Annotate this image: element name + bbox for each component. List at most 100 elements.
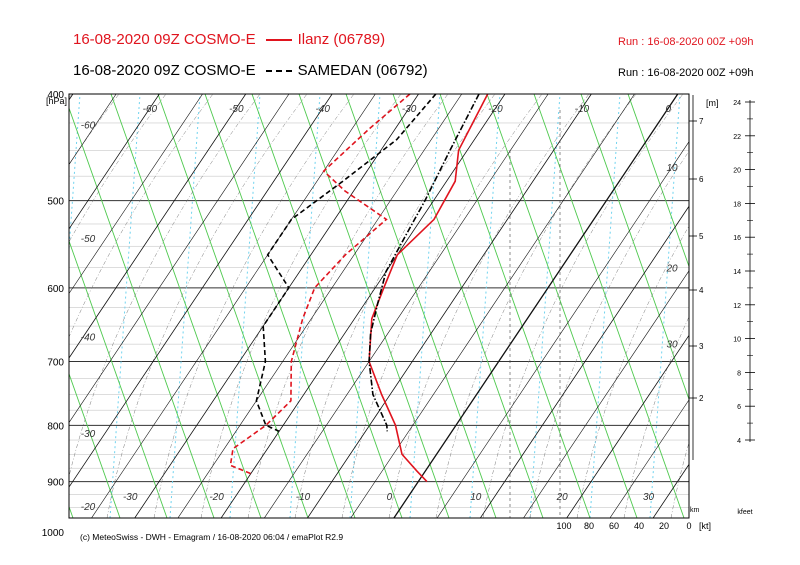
dry-adiabat-line bbox=[627, 94, 689, 268]
ilanz-run: Run : 16-08-2020 00Z +09h bbox=[618, 36, 754, 48]
kfeet-tick-label: 12 bbox=[733, 303, 741, 310]
pressure-tick-label: 700 bbox=[47, 358, 64, 369]
pressure-unit-label: [hPa] bbox=[46, 96, 67, 106]
kfeet-tick-label: 18 bbox=[733, 201, 741, 208]
isotherm-line bbox=[220, 94, 506, 518]
pressure-tick-label: 800 bbox=[47, 421, 64, 432]
isotherm-line bbox=[134, 94, 419, 518]
temperature-label: -40 bbox=[315, 104, 330, 115]
kfeet-tick-label: 8 bbox=[737, 370, 741, 377]
km-label: km bbox=[690, 507, 700, 514]
pressure-tick-label: 900 bbox=[47, 478, 64, 489]
dry-adiabat-line bbox=[298, 94, 450, 518]
isotherm-line bbox=[0, 94, 30, 541]
dry-adiabat-line bbox=[69, 239, 168, 518]
kfeet-tick-label: 14 bbox=[733, 269, 741, 276]
theta-label: -60 bbox=[81, 121, 96, 132]
inner-label: 20 bbox=[665, 264, 678, 275]
isotherm-line bbox=[609, 399, 689, 518]
isotherm-line bbox=[681, 94, 800, 541]
isotherm-line bbox=[724, 94, 800, 541]
dry-adiabat-line bbox=[251, 94, 403, 518]
isotherm-line bbox=[69, 94, 117, 165]
temperature-label: -30 bbox=[123, 492, 138, 503]
isotherm-line bbox=[69, 94, 74, 101]
temperature-label: -10 bbox=[575, 104, 590, 115]
kt-tick-label: 60 bbox=[609, 521, 619, 531]
kt-tick-label: 100 bbox=[556, 521, 571, 531]
isotherm-line bbox=[69, 94, 247, 359]
mixing-ratio-line bbox=[109, 94, 141, 518]
km-tick-label: 7 bbox=[699, 117, 704, 126]
isotherm-line bbox=[177, 94, 462, 518]
kt-tick-label: 0 bbox=[686, 521, 691, 531]
isotherm-line bbox=[69, 94, 203, 295]
inner-label: 30 bbox=[666, 340, 678, 351]
isotherm-line bbox=[307, 94, 592, 518]
isotherm-line bbox=[69, 94, 160, 230]
kfeet-tick-label: 24 bbox=[733, 100, 741, 107]
dry-adiabat-line bbox=[69, 372, 121, 518]
temperature-label: -60 bbox=[143, 104, 158, 115]
dry-adiabat-line bbox=[204, 94, 356, 518]
moist-adiabat-line bbox=[765, 94, 800, 518]
theta-label: -40 bbox=[81, 333, 96, 344]
temperature-label: 30 bbox=[643, 492, 655, 503]
dry-adiabat-line bbox=[157, 94, 309, 518]
mixing-ratio-line bbox=[289, 94, 321, 518]
dry-adiabat-line bbox=[69, 505, 74, 518]
dry-adiabat-line bbox=[439, 94, 591, 518]
temperature-label: -30 bbox=[402, 104, 417, 115]
samedan-station-label: SAMEDAN (06792) bbox=[297, 62, 428, 79]
isotherm-line bbox=[479, 205, 689, 518]
km-tick-label: 2 bbox=[699, 394, 704, 403]
mixing-ratio-line bbox=[529, 94, 561, 518]
dry-adiabat-line bbox=[580, 94, 689, 401]
kfeet-tick-label: 4 bbox=[737, 438, 741, 445]
theta-label: -50 bbox=[81, 234, 96, 245]
ilanz-title: 16-08-2020 09Z COSMO-E Ilanz (06789) bbox=[73, 31, 385, 48]
km-tick-label: 4 bbox=[699, 286, 704, 295]
km-tick-label: 6 bbox=[699, 175, 704, 184]
moist-adiabat-line bbox=[718, 94, 800, 518]
isotherm-line bbox=[652, 463, 689, 518]
kt-tick-label: 40 bbox=[634, 521, 644, 531]
series-samedan-dewpoint bbox=[255, 94, 437, 433]
temperature-label: 20 bbox=[556, 492, 569, 503]
km-unit-label: [m] bbox=[706, 98, 719, 108]
dry-adiabat-line bbox=[486, 94, 638, 518]
samedan-run-label: 16-08-2020 09Z COSMO-E bbox=[73, 62, 256, 79]
theta-label: -20 bbox=[81, 502, 96, 513]
moist-adiabat-line bbox=[0, 94, 25, 518]
dry-adiabat-line bbox=[533, 94, 685, 518]
copyright-footer: (c) MeteoSwiss - DWH - Emagram / 16-08-2… bbox=[80, 532, 344, 542]
temperature-label: 10 bbox=[470, 492, 482, 503]
dry-adiabat-line bbox=[392, 94, 544, 518]
isotherm-line bbox=[350, 94, 635, 518]
temperature-label: -20 bbox=[209, 492, 224, 503]
kfeet-tick-label: 22 bbox=[733, 134, 741, 141]
kfeet-tick-label: 20 bbox=[733, 168, 741, 175]
theta-label: -30 bbox=[81, 429, 96, 440]
pressure-tick-label: 1000 bbox=[42, 528, 65, 539]
dry-adiabat-line bbox=[69, 106, 215, 518]
pressure-tick-label: 500 bbox=[47, 197, 64, 208]
kfeet-label: kfeet bbox=[737, 509, 752, 516]
isotherm-line bbox=[91, 94, 376, 518]
isotherm-line bbox=[69, 94, 290, 424]
isotherm-line bbox=[436, 141, 689, 518]
ilanz-station-label: Ilanz (06789) bbox=[297, 31, 386, 48]
temperature-label: 0 bbox=[387, 492, 393, 503]
samedan-run: Run : 16-08-2020 00Z +09h bbox=[618, 67, 754, 79]
series-ilanz-dewpoint bbox=[229, 94, 411, 475]
samedan-legend-line bbox=[265, 70, 292, 73]
isotherm-line bbox=[393, 94, 679, 518]
temperature-label: -50 bbox=[229, 104, 244, 115]
mixing-ratio-line bbox=[649, 94, 681, 518]
dry-adiabat-line bbox=[0, 94, 26, 518]
temperature-label: -10 bbox=[296, 492, 311, 503]
mixing-ratio-line bbox=[0, 94, 20, 518]
ilanz-run-label: 16-08-2020 09Z COSMO-E bbox=[73, 31, 256, 48]
kt-tick-label: 80 bbox=[584, 521, 594, 531]
kfeet-tick-label: 6 bbox=[737, 404, 741, 411]
